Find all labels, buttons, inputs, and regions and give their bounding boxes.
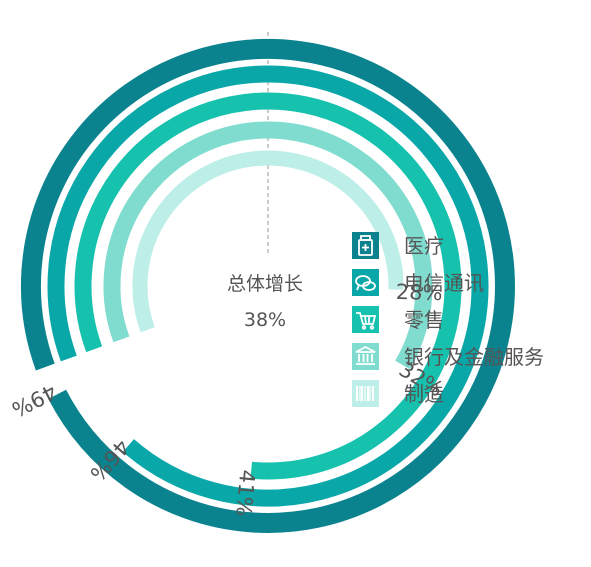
legend-item: 零售 [352, 306, 444, 333]
arc-4 [103, 121, 433, 370]
legend-label: 银行及金融服务 [404, 345, 544, 369]
arc-2 [47, 65, 489, 507]
legend-item: 电信通讯 [352, 269, 484, 296]
medicine-bottle-icon [352, 232, 379, 259]
chat-bubbles-icon [352, 269, 379, 296]
legend-label: 制造 [404, 382, 444, 406]
arc-3 [74, 92, 462, 480]
shopping-cart-icon [352, 306, 379, 333]
legend-label: 医疗 [404, 234, 444, 258]
legend-label: 零售 [404, 308, 444, 332]
legend-label: 电信通讯 [404, 271, 484, 295]
arc-5 [132, 150, 404, 333]
center-value: 38% [244, 309, 286, 331]
barcode-icon [352, 380, 379, 407]
pct-label-3: 41% [231, 469, 259, 518]
arc-1 [21, 39, 515, 533]
legend-item: 制造 [352, 380, 444, 407]
legend-item: 银行及金融服务 [352, 343, 544, 370]
pct-label-5: 28% [395, 280, 442, 305]
pct-label-1: 49% [8, 379, 60, 422]
center-label: 总体增长 [227, 273, 303, 295]
legend-item: 医疗 [352, 232, 444, 259]
bank-building-icon [352, 343, 379, 370]
